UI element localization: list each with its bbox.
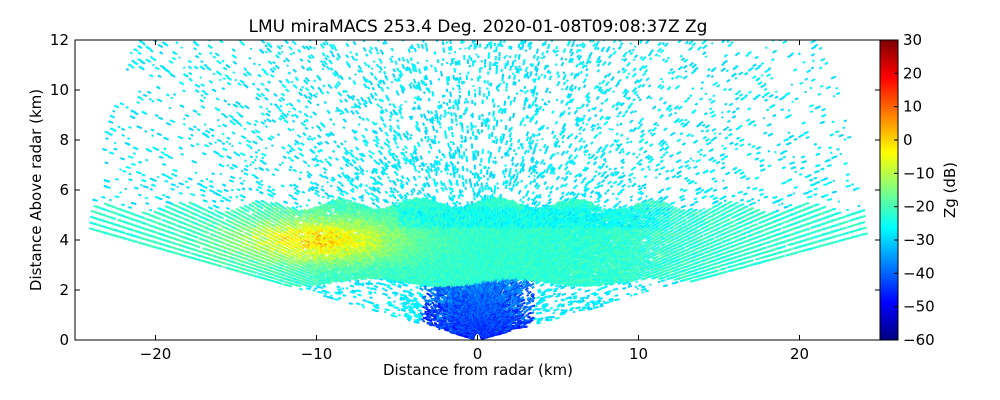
echo-gate [630,294,632,296]
echo-gate [641,291,643,293]
chart-title: LMU miraMACS 253.4 Deg. 2020-01-08T09:08… [249,17,708,37]
echo-gate [573,311,575,313]
echo-gate [863,221,865,223]
echo-gate [649,283,651,285]
echo-gate [603,300,605,302]
echo-gate [635,286,637,288]
echo-gate [789,248,792,250]
radar-figure: LMU miraMACS 253.4 Deg. 2020-01-08T09:08… [0,0,1000,400]
echo-gate [783,255,785,257]
